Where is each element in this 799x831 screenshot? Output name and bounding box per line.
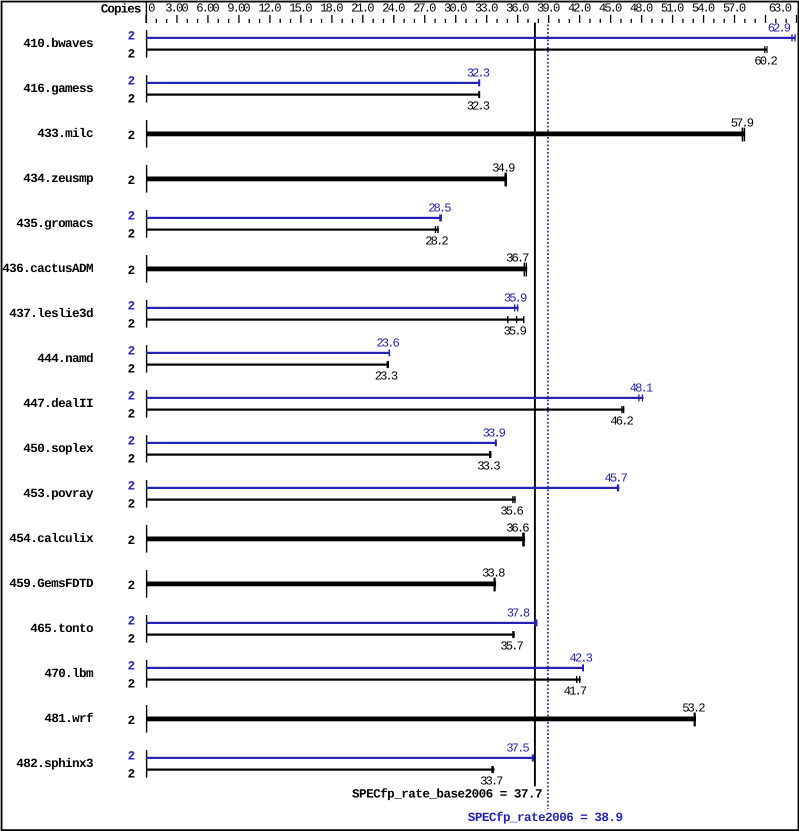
- svg-text:33.9: 33.9: [483, 427, 506, 441]
- svg-text:416.gamess: 416.gamess: [23, 82, 93, 96]
- svg-text:35.7: 35.7: [500, 639, 523, 653]
- svg-text:63.0: 63.0: [769, 2, 792, 16]
- svg-text:45.7: 45.7: [605, 472, 628, 486]
- svg-text:42.3: 42.3: [570, 652, 593, 666]
- svg-text:2: 2: [128, 407, 136, 421]
- svg-text:436.cactusADM: 436.cactusADM: [2, 262, 93, 276]
- svg-text:53.2: 53.2: [682, 702, 705, 716]
- svg-text:39.0: 39.0: [537, 2, 560, 16]
- svg-text:35.9: 35.9: [504, 292, 527, 306]
- svg-text:2: 2: [128, 579, 136, 593]
- svg-text:437.leslie3d: 437.leslie3d: [9, 307, 93, 321]
- svg-text:2: 2: [128, 497, 136, 511]
- svg-text:46.2: 46.2: [610, 414, 633, 428]
- svg-text:15.0: 15.0: [289, 2, 312, 16]
- svg-text:33.3: 33.3: [477, 459, 500, 473]
- svg-text:2: 2: [128, 632, 136, 646]
- svg-text:SPECfp_rate2006 = 38.9: SPECfp_rate2006 = 38.9: [468, 811, 623, 825]
- svg-text:2: 2: [128, 390, 136, 404]
- svg-text:21.0: 21.0: [351, 2, 374, 16]
- svg-text:2: 2: [128, 300, 136, 314]
- svg-text:Copies: Copies: [101, 3, 142, 17]
- svg-text:2: 2: [128, 452, 136, 466]
- svg-text:2: 2: [128, 210, 136, 224]
- svg-text:2: 2: [128, 317, 136, 331]
- svg-text:33.0: 33.0: [475, 2, 498, 16]
- svg-text:23.3: 23.3: [375, 369, 398, 383]
- svg-text:2: 2: [128, 660, 136, 674]
- svg-text:9.00: 9.00: [227, 2, 250, 16]
- svg-text:45.0: 45.0: [599, 2, 622, 16]
- svg-text:48.0: 48.0: [630, 2, 653, 16]
- svg-text:482.sphinx3: 482.sphinx3: [16, 757, 93, 771]
- svg-text:35.9: 35.9: [504, 324, 527, 338]
- svg-text:2: 2: [128, 767, 136, 781]
- svg-text:2: 2: [128, 362, 136, 376]
- svg-text:447.dealII: 447.dealII: [23, 397, 93, 411]
- svg-text:2: 2: [128, 750, 136, 764]
- svg-text:35.6: 35.6: [500, 504, 523, 518]
- svg-text:32.3: 32.3: [467, 99, 490, 113]
- svg-text:36.0: 36.0: [506, 2, 529, 16]
- svg-text:459.GemsFDTD: 459.GemsFDTD: [9, 577, 94, 591]
- svg-text:36.7: 36.7: [506, 252, 529, 266]
- svg-text:37.8: 37.8: [507, 607, 530, 621]
- svg-text:435.gromacs: 435.gromacs: [16, 217, 93, 231]
- svg-text:433.milc: 433.milc: [37, 127, 93, 141]
- svg-text:6.00: 6.00: [196, 2, 219, 16]
- svg-text:24.0: 24.0: [382, 2, 405, 16]
- svg-text:2: 2: [128, 47, 136, 61]
- svg-text:57.9: 57.9: [731, 117, 754, 131]
- svg-text:470.lbm: 470.lbm: [44, 667, 94, 681]
- svg-text:32.3: 32.3: [467, 67, 490, 81]
- svg-text:410.bwaves: 410.bwaves: [23, 37, 93, 51]
- svg-text:2: 2: [128, 264, 136, 278]
- svg-text:2: 2: [128, 92, 136, 106]
- svg-text:0: 0: [148, 2, 155, 16]
- svg-text:41.7: 41.7: [564, 684, 587, 698]
- svg-text:444.namd: 444.namd: [37, 352, 93, 366]
- svg-text:2: 2: [128, 435, 136, 449]
- svg-text:3.00: 3.00: [165, 2, 188, 16]
- svg-text:2: 2: [128, 75, 136, 89]
- svg-text:60.2: 60.2: [754, 54, 777, 68]
- svg-text:12.0: 12.0: [258, 2, 281, 16]
- svg-text:23.6: 23.6: [376, 337, 399, 351]
- svg-text:57.0: 57.0: [723, 2, 746, 16]
- svg-text:2: 2: [128, 30, 136, 44]
- svg-text:454.calculix: 454.calculix: [9, 532, 94, 546]
- svg-text:2: 2: [128, 677, 136, 691]
- svg-text:2: 2: [128, 345, 136, 359]
- svg-text:2: 2: [128, 534, 136, 548]
- svg-text:2: 2: [128, 174, 136, 188]
- svg-text:465.tonto: 465.tonto: [30, 622, 93, 636]
- svg-text:51.0: 51.0: [661, 2, 684, 16]
- svg-text:37.5: 37.5: [506, 742, 529, 756]
- svg-text:2: 2: [128, 615, 136, 629]
- svg-text:28.2: 28.2: [425, 234, 448, 248]
- svg-text:28.5: 28.5: [428, 202, 451, 216]
- svg-text:30.0: 30.0: [444, 2, 467, 16]
- svg-text:SPECfp_rate_base2006 = 37.7: SPECfp_rate_base2006 = 37.7: [352, 788, 543, 802]
- svg-text:27.0: 27.0: [413, 2, 436, 16]
- svg-text:434.zeusmp: 434.zeusmp: [23, 172, 93, 186]
- svg-text:54.0: 54.0: [692, 2, 715, 16]
- svg-text:2: 2: [128, 480, 136, 494]
- svg-text:453.povray: 453.povray: [23, 487, 94, 501]
- svg-text:48.1: 48.1: [630, 382, 653, 396]
- svg-text:62.9: 62.9: [768, 22, 791, 36]
- svg-text:33.7: 33.7: [480, 774, 503, 788]
- svg-text:18.0: 18.0: [320, 2, 343, 16]
- svg-text:34.9: 34.9: [492, 162, 515, 176]
- svg-text:450.soplex: 450.soplex: [23, 442, 94, 456]
- svg-text:2: 2: [128, 227, 136, 241]
- svg-text:36.6: 36.6: [506, 522, 529, 536]
- svg-text:481.wrf: 481.wrf: [44, 712, 93, 726]
- svg-text:42.0: 42.0: [568, 2, 591, 16]
- svg-text:33.8: 33.8: [482, 567, 505, 581]
- svg-text:2: 2: [128, 129, 136, 143]
- svg-text:2: 2: [128, 714, 136, 728]
